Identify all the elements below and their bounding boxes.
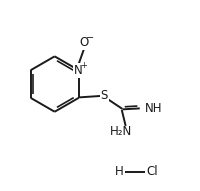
Text: H₂N: H₂N [109,125,131,138]
Text: S: S [100,89,108,103]
Text: NH: NH [144,102,161,115]
Text: Cl: Cl [146,165,157,178]
Text: O: O [79,36,89,49]
Text: N: N [74,64,83,77]
Text: H: H [115,165,123,178]
Text: −: − [85,33,93,43]
Text: +: + [80,61,87,70]
